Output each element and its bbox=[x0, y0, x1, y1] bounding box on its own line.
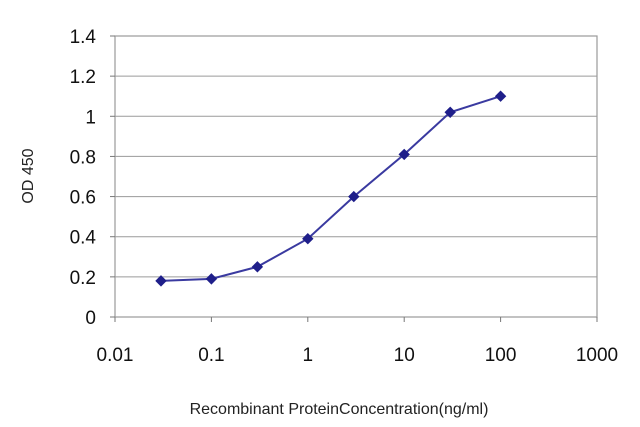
data-point bbox=[444, 106, 456, 118]
series-group bbox=[155, 90, 507, 287]
x-tick-label: 10 bbox=[394, 345, 415, 366]
y-tick-label: 1.4 bbox=[70, 27, 97, 48]
series-line bbox=[160, 95, 501, 282]
x-tick-label: 100 bbox=[485, 345, 517, 366]
y-axis-ticks: 0 0.2 0.4 0.6 0.8 1 1.2 1.4 bbox=[70, 27, 115, 329]
y-tick-label: 0.6 bbox=[70, 188, 96, 209]
x-tick-label: 0.1 bbox=[198, 345, 224, 366]
data-point bbox=[348, 190, 360, 203]
data-point bbox=[494, 90, 507, 102]
data-point bbox=[155, 275, 167, 287]
x-tick-label: 1 bbox=[303, 345, 314, 366]
y-tick-label: 0.4 bbox=[70, 228, 97, 249]
data-point bbox=[205, 273, 218, 285]
data-point bbox=[251, 261, 264, 273]
y-tick-label: 1 bbox=[85, 107, 96, 128]
data-point bbox=[302, 233, 314, 245]
y-tick-label: 0.2 bbox=[70, 268, 96, 289]
y-axis-title: OD 450 bbox=[20, 148, 37, 203]
y-tick-label: 0 bbox=[85, 308, 96, 329]
x-tick-label: 1000 bbox=[576, 345, 618, 366]
data-point bbox=[398, 148, 410, 161]
y-tick-label: 1.2 bbox=[70, 67, 96, 88]
y-tick-label: 0.8 bbox=[70, 147, 96, 168]
x-tick-label: 0.01 bbox=[97, 345, 134, 366]
x-axis-ticks: 0.01 0.1 1 10 100 1000 bbox=[97, 317, 618, 366]
x-axis-title: Recombinant ProteinConcentration(ng/ml) bbox=[190, 401, 489, 418]
plot-area bbox=[114, 35, 598, 318]
